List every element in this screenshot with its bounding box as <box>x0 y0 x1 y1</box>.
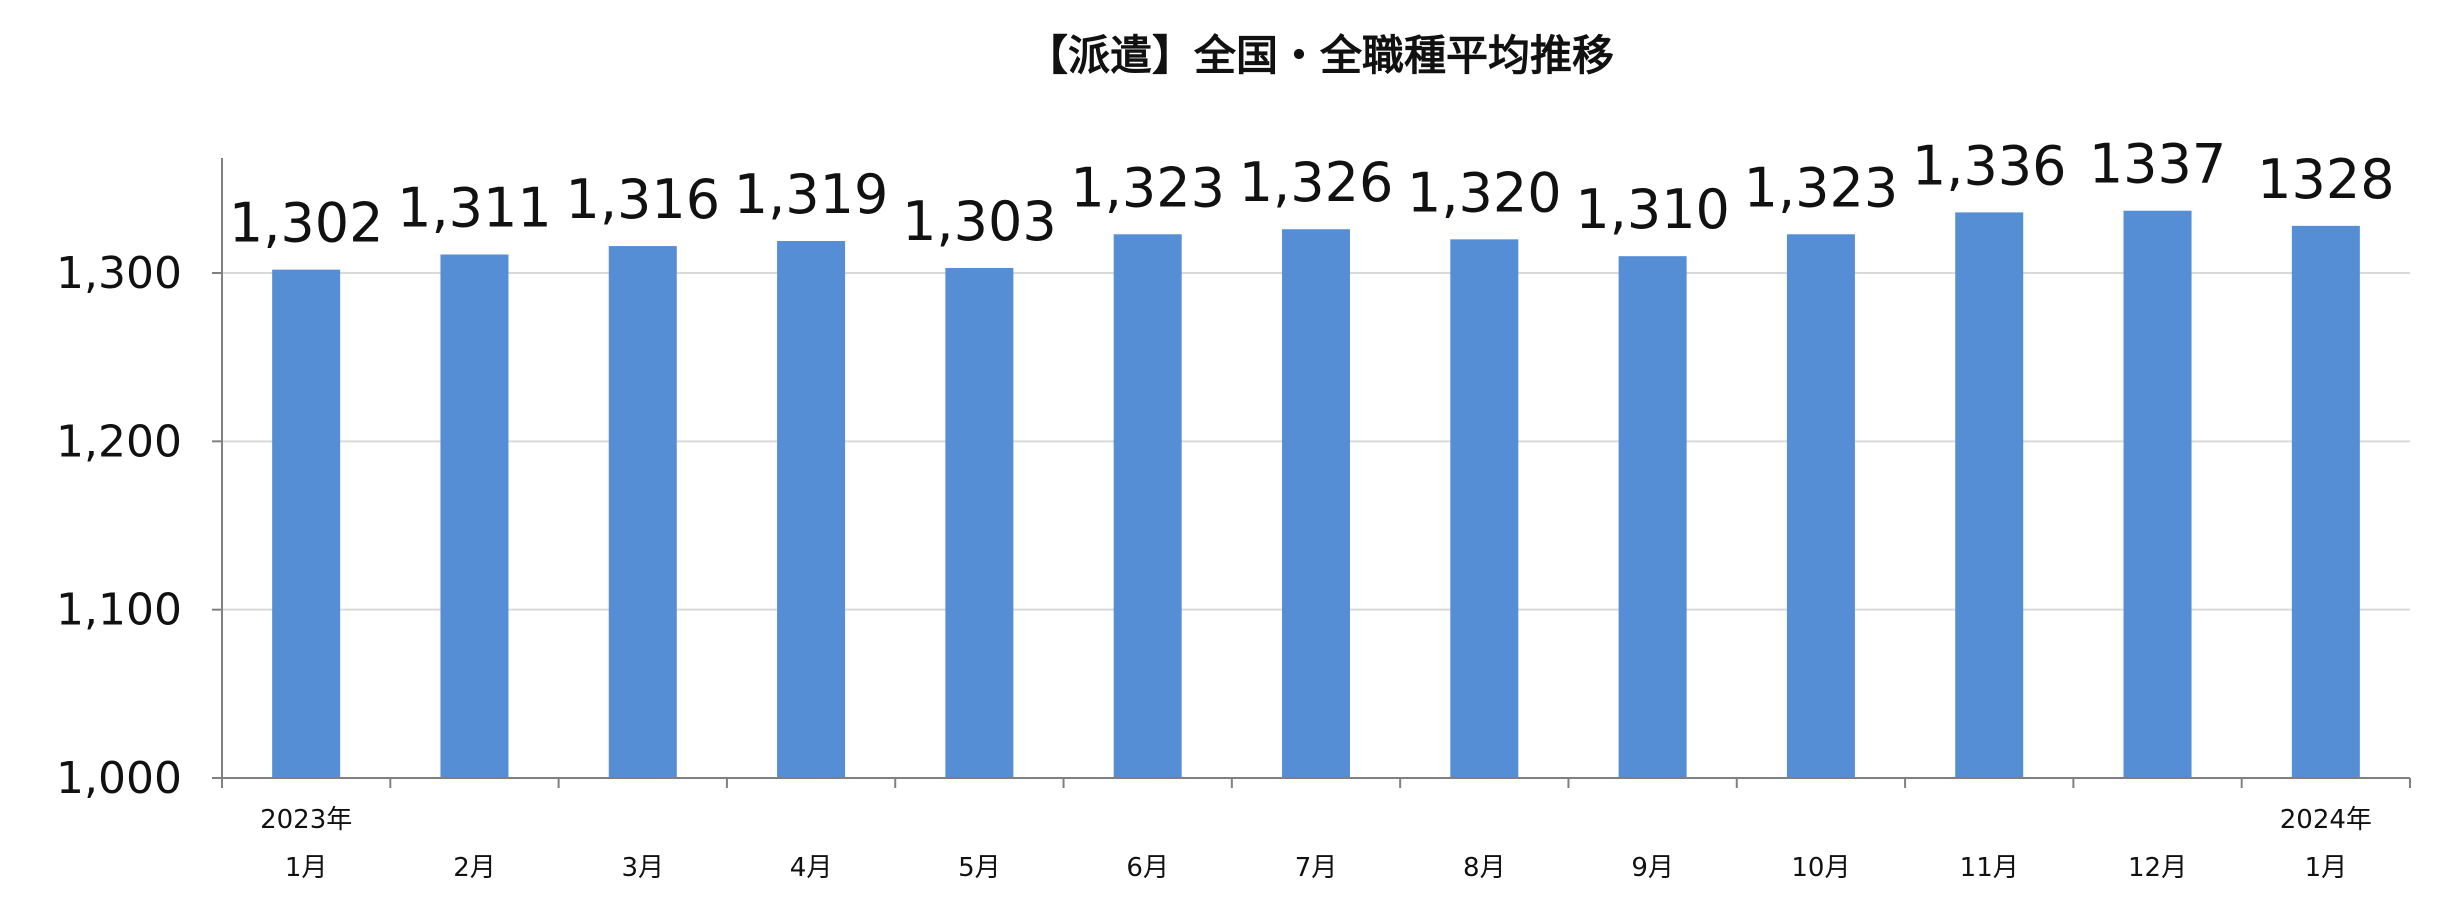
x-tick-label: 9月 <box>1631 853 1674 883</box>
data-label: 1,323 <box>1744 156 1899 219</box>
x-tick-label-line: 8月 <box>1463 853 1506 883</box>
data-label: 1,310 <box>1575 178 1730 241</box>
bars <box>272 210 2360 779</box>
data-label: 1,323 <box>1070 156 1225 219</box>
bar <box>1450 239 1519 779</box>
x-tick-label-line: 7月 <box>1295 853 1338 883</box>
y-tick-label: 1,300 <box>56 248 182 299</box>
bar <box>272 269 341 778</box>
data-label: 1,311 <box>397 176 552 239</box>
x-tick-label: 2月 <box>453 853 496 883</box>
x-tick-label: 11月 <box>1960 853 2019 883</box>
data-label: 1,303 <box>902 190 1057 253</box>
data-label: 1,319 <box>734 163 889 226</box>
x-tick-label-line: 6月 <box>1126 853 1169 883</box>
x-tick-label: 12月 <box>2128 853 2187 883</box>
x-tick-label: 8月 <box>1463 853 1506 883</box>
x-tick-label-line: 1月 <box>285 853 328 883</box>
data-label: 1,326 <box>1239 151 1394 214</box>
data-label: 1337 <box>2089 133 2226 196</box>
data-label: 1,316 <box>565 168 720 231</box>
x-tick-label-line: 10月 <box>1791 853 1850 883</box>
bar <box>1955 212 2024 778</box>
x-tick-label: 2024年 1月 <box>2280 805 2372 883</box>
x-tick-label: 5月 <box>958 853 1001 883</box>
x-tick-label-line: 2月 <box>453 853 496 883</box>
y-axis-ticks: 1,000 1,100 1,200 1,300 <box>56 248 182 804</box>
y-tick-label: 1,200 <box>56 416 182 467</box>
x-tick-label: 3月 <box>621 853 664 883</box>
bar <box>440 254 509 778</box>
x-tick-label: 4月 <box>790 853 833 883</box>
x-tick-label: 10月 <box>1791 853 1850 883</box>
x-axis-ticks: 2023年 1月 2月 3月 4月 5月 6月 7月 8月 9月 10月 11月 12月 2024年 1月 <box>260 805 2372 883</box>
bar <box>1282 229 1350 778</box>
x-tick-label-line: 1月 <box>2305 853 2348 883</box>
bar <box>777 241 846 778</box>
x-tick-label-line: 5月 <box>958 853 1001 883</box>
bar <box>1113 234 1182 779</box>
data-label: 1,302 <box>229 192 384 255</box>
x-tick-label-line: 12月 <box>2128 853 2187 883</box>
x-tick-label-line: 2024年 <box>2280 805 2372 835</box>
bar <box>1786 234 1855 779</box>
bar <box>945 267 1014 778</box>
chart-title: 【派遣】全国・全職種平均推移 <box>1026 31 1614 80</box>
data-label: 1328 <box>2257 148 2394 211</box>
bar <box>2123 210 2192 778</box>
x-tick-label: 7月 <box>1295 853 1338 883</box>
y-tick-label: 1,000 <box>56 753 182 804</box>
x-tick-label-line: 9月 <box>1631 853 1674 883</box>
bar <box>608 246 677 779</box>
x-tick-label-line: 11月 <box>1960 853 2019 883</box>
axes <box>212 158 2411 788</box>
bar <box>1618 256 1687 779</box>
data-label: 1,320 <box>1407 161 1562 224</box>
x-tick-label: 2023年 1月 <box>260 805 352 883</box>
x-tick-label-line: 2023年 <box>260 805 352 835</box>
x-tick-label: 6月 <box>1126 853 1169 883</box>
y-tick-label: 1,100 <box>56 585 182 636</box>
data-label: 1,336 <box>1912 134 2067 197</box>
x-tick-label-line: 4月 <box>790 853 833 883</box>
bar <box>2291 225 2360 778</box>
x-tick-label-line: 3月 <box>621 853 664 883</box>
